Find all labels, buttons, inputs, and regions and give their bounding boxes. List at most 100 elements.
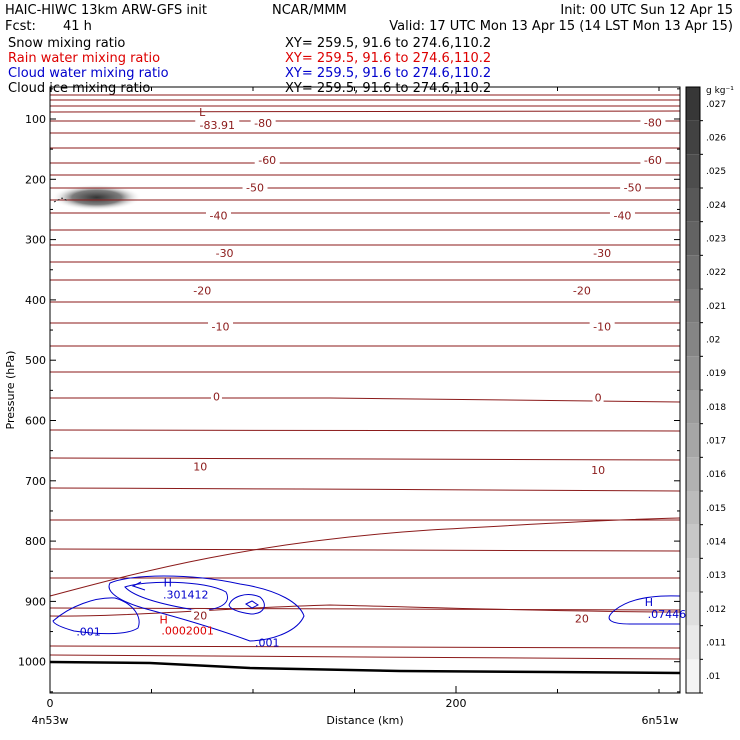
x-tick-label: 0 xyxy=(47,697,54,710)
temperature-min-value: -83.91 xyxy=(200,119,235,132)
colorbar-label: .025 xyxy=(706,167,726,177)
temperature-contour xyxy=(50,548,680,552)
colorbar-label: .014 xyxy=(706,538,726,548)
surface-line xyxy=(50,660,680,675)
colorbar-label: .022 xyxy=(706,268,726,278)
y-tick-label: 400 xyxy=(25,294,46,307)
colorbar-swatch xyxy=(686,592,700,626)
colorbar-label: .026 xyxy=(706,134,726,144)
temperature-label-bg xyxy=(191,460,210,472)
colorbar-label: .023 xyxy=(706,235,726,245)
field-name: Cloud water mixing ratio xyxy=(8,66,169,81)
init-time: Init: 00 UTC Sun 12 Apr 15 xyxy=(560,3,733,18)
cloud-ice-contour xyxy=(53,197,69,203)
temperature-label-bg xyxy=(609,209,635,221)
temperature-label-bg xyxy=(242,181,268,193)
colorbar-swatch xyxy=(686,491,700,525)
y-tick-label: 700 xyxy=(25,475,46,488)
field-xy-range: XY= 259.5, 91.6 to 274.6,110.2 xyxy=(285,51,491,66)
colorbar-swatch xyxy=(686,524,700,559)
temperature-contour xyxy=(50,607,680,611)
temperature-label-bg xyxy=(254,154,280,166)
temperature-label-bg xyxy=(589,246,615,258)
temperature-contour xyxy=(50,604,680,617)
temperature-label: 10 xyxy=(193,460,207,473)
cloud-water-contour xyxy=(131,581,146,591)
temperature-label-bg xyxy=(589,320,615,332)
cloud-water-contour xyxy=(228,594,265,615)
colorbar-label: .01 xyxy=(706,672,720,682)
field-xy-range: XY= 259.5, 91.6 to 274.6,110.2 xyxy=(285,81,491,96)
temperature-contour xyxy=(50,110,680,113)
cloud-water-label: .001 xyxy=(255,636,280,649)
cloud-water-max-value: .07446 xyxy=(648,608,687,621)
temperature-label: -80 xyxy=(644,117,662,130)
temperature-label: 20 xyxy=(193,609,207,622)
temperature-contour xyxy=(50,645,680,649)
y-tick-label: 1000 xyxy=(18,656,46,669)
y-axis-label: Pressure (hPa) xyxy=(4,351,17,430)
colorbar-swatch xyxy=(686,289,700,323)
temperature-label-bg xyxy=(640,116,666,128)
temperature-contour xyxy=(50,487,680,492)
y-tick-label: 600 xyxy=(25,415,46,428)
colorbar-label: .018 xyxy=(706,403,726,413)
x-end-location: 6n51w xyxy=(642,714,679,727)
colorbar-unit: g kg⁻¹ xyxy=(706,86,734,96)
x-tick-label: 200 xyxy=(446,697,467,710)
colorbar-swatch xyxy=(686,390,700,424)
temperature-label: -80 xyxy=(254,117,272,130)
temperature-label: 0 xyxy=(213,390,220,403)
temperature-label: -40 xyxy=(613,209,631,222)
temperature-label-bg xyxy=(572,612,591,624)
temperature-label-bg xyxy=(569,284,595,296)
x-axis: 0 200 xyxy=(47,87,660,710)
temperature-label: -60 xyxy=(644,154,662,167)
cloud-water-contour xyxy=(52,597,140,635)
colorbar-swatch xyxy=(686,625,700,660)
temperature-label: -20 xyxy=(193,284,211,297)
temperature-label-bg xyxy=(205,209,231,221)
colorbar-label: .017 xyxy=(706,437,726,447)
colorbar-label: .021 xyxy=(706,302,726,312)
temperature-min-symbol: L xyxy=(199,106,206,119)
fcst-value: 41 h xyxy=(63,19,92,34)
temperature-label: -10 xyxy=(212,320,230,333)
colorbar-swatch xyxy=(686,558,700,592)
colorbar-label: .02 xyxy=(706,336,720,346)
x-start-location: 4n53w xyxy=(32,714,69,727)
plot-frame xyxy=(49,86,681,694)
rain-water-max-value: .0002001 xyxy=(161,624,214,637)
y-tick-label: 800 xyxy=(25,535,46,548)
temperature-label-bg xyxy=(589,463,608,475)
colorbar-label: .011 xyxy=(706,639,726,649)
cloud-water-max-symbol: H xyxy=(164,576,172,589)
y-tick-label: 500 xyxy=(25,354,46,367)
x-axis-label: Distance (km) xyxy=(326,714,403,727)
temperature-label: 10 xyxy=(591,464,605,477)
temperature-label: -30 xyxy=(216,247,234,260)
header: HAIC-HIWC 13km ARW-GFS init NCAR/MMM Ini… xyxy=(5,3,733,34)
colorbar-label: .024 xyxy=(706,201,726,211)
temperature-label: -20 xyxy=(573,284,591,297)
y-tick-label: 900 xyxy=(25,595,46,608)
temperature-labels: -80 -80 -60 -60 -50 -50 -40 -40 -30 -30 -20 -20 -10 -… xyxy=(189,116,666,625)
model-title: HAIC-HIWC 13km ARW-GFS init xyxy=(5,3,207,18)
colorbar-label: .013 xyxy=(706,571,726,581)
field-name: Rain water mixing ratio xyxy=(8,51,160,66)
temperature-contour xyxy=(50,457,680,461)
colorbar-swatch xyxy=(686,154,700,188)
temperature-label: -30 xyxy=(593,247,611,260)
cloud-water-max-symbol: H xyxy=(645,596,653,609)
snow-mixing-ratio-shading xyxy=(51,184,142,211)
temperature-label: 0 xyxy=(595,392,602,405)
temperature-label-bg xyxy=(620,181,646,193)
colorbar-label: .027 xyxy=(706,100,726,110)
temperature-label-bg xyxy=(592,391,604,403)
temperature-contour xyxy=(50,397,680,403)
temperature-label-bg xyxy=(640,154,666,166)
temperature-min-bg xyxy=(195,119,240,131)
temperature-label: -50 xyxy=(246,182,264,195)
